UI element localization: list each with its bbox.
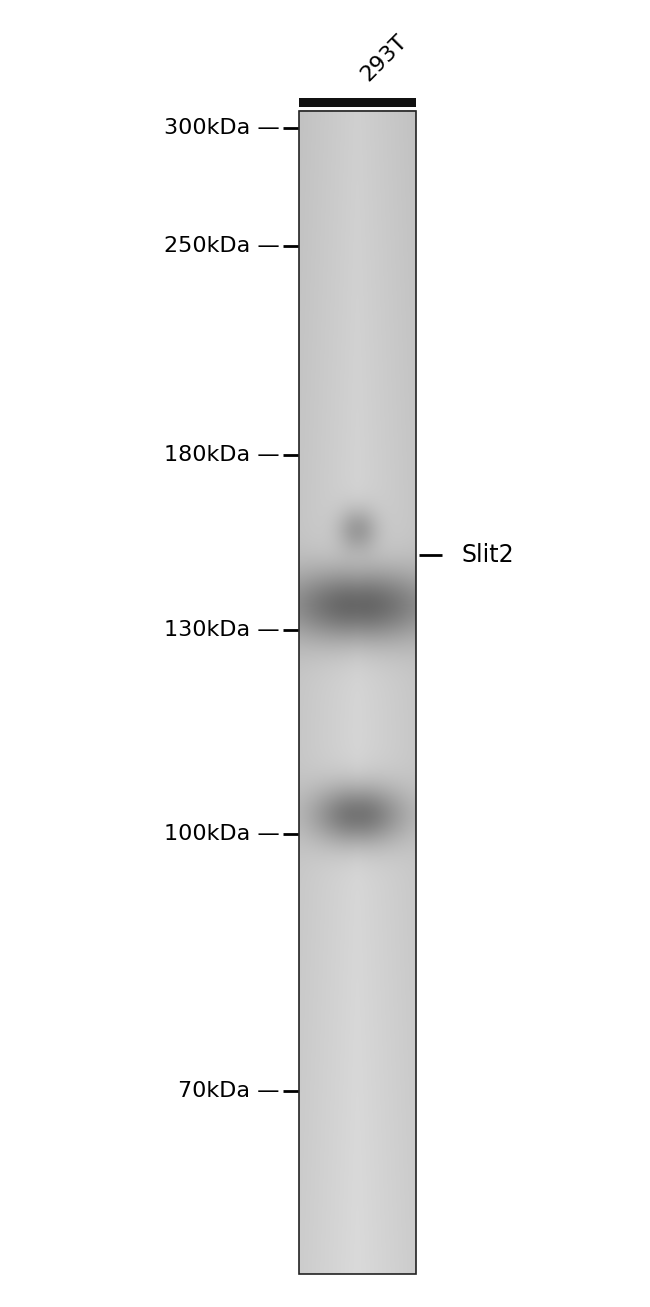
Text: 293T: 293T <box>358 31 411 85</box>
Text: 250kDa —: 250kDa — <box>164 235 280 256</box>
Bar <box>299 98 416 107</box>
Text: 70kDa —: 70kDa — <box>178 1081 280 1102</box>
Bar <box>299 111 416 1274</box>
Text: 130kDa —: 130kDa — <box>164 620 280 640</box>
Text: Slit2: Slit2 <box>462 544 514 567</box>
Text: 100kDa —: 100kDa — <box>164 823 280 844</box>
Text: 180kDa —: 180kDa — <box>164 444 280 465</box>
Text: 300kDa —: 300kDa — <box>164 118 280 139</box>
